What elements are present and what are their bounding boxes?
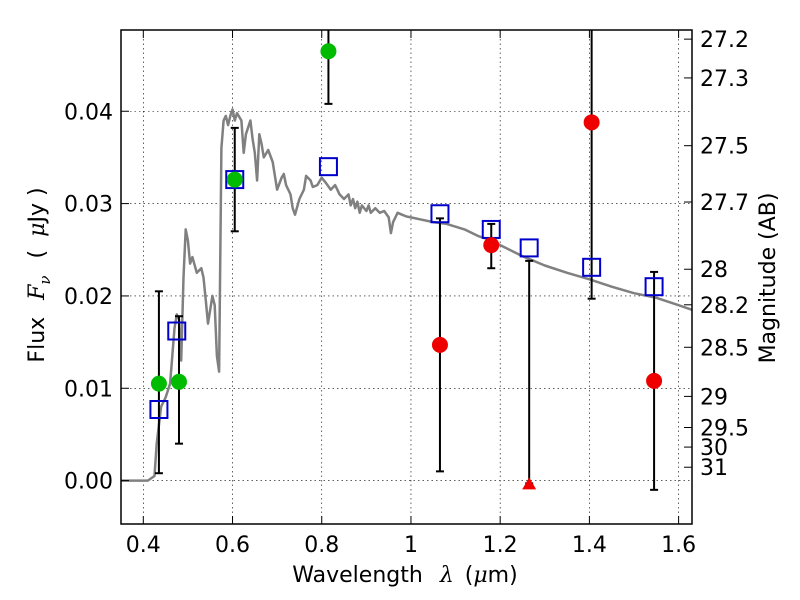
x-tick-label: 0.6	[215, 533, 250, 558]
y-axis-label: Flux Fν ( μJy )	[25, 187, 56, 362]
x-tick-label: 0.4	[126, 533, 161, 558]
mag-tick-label: 27.7	[700, 191, 749, 216]
photometry-circle-marker	[170, 373, 187, 390]
model-square-marker	[225, 170, 245, 190]
axis-ticks: 0.4 0.6 0.8 1 1.2 1.4 1.6 0.00 0.01 0.02 0.03 0.04 2…	[64, 28, 749, 558]
mag-tick-label: 27.3	[700, 67, 749, 92]
y-tick-label: 0.00	[64, 470, 113, 495]
sed-model-curve	[121, 108, 692, 482]
x-tick-label: 0.8	[304, 533, 339, 558]
y-axis-label-subscript: ν	[36, 275, 54, 284]
photometry-circle-marker	[150, 375, 167, 392]
mag-tick-label: 30	[700, 436, 728, 461]
mag-tick-label: 27.5	[700, 135, 749, 160]
photometry-circle-marker	[583, 114, 600, 131]
model-square-marker	[149, 400, 169, 420]
model-square-marker	[430, 204, 450, 224]
x-tick-label: 1.4	[572, 533, 607, 558]
x-axis-label-prefix: Wavelength	[292, 563, 423, 588]
model-square-marker	[167, 321, 187, 341]
plot-frame	[120, 29, 693, 525]
y-tick-label: 0.01	[64, 377, 113, 402]
x-tick-label: 1.6	[661, 533, 696, 558]
upper-limit-triangle-marker	[522, 477, 537, 490]
x-axis-label-paren: (	[465, 563, 474, 588]
y-axis-label-paren: (	[25, 250, 50, 259]
mag-tick-label: 29.5	[700, 417, 749, 442]
model-square-marker	[318, 157, 338, 177]
y-tick-label: 0.04	[64, 100, 113, 125]
x-tick-label: 1.2	[483, 533, 518, 558]
y-axis-label-symbol: F	[25, 284, 50, 301]
photometry-circle-marker	[320, 43, 337, 60]
mag-tick-label: 31	[700, 456, 728, 481]
photometry-circle-marker	[431, 336, 448, 353]
photometry-circle-marker	[226, 171, 243, 188]
x-axis-label-mu: μ	[473, 563, 487, 588]
photometry-circle-marker	[646, 372, 663, 389]
plot-area	[121, 30, 692, 491]
model-square-marker	[519, 238, 539, 258]
x-axis-label-symbol: λ	[439, 563, 454, 588]
mag-tick-label: 27.2	[700, 28, 749, 53]
y-tick-label: 0.03	[64, 193, 113, 218]
photometry-circle-marker	[483, 237, 500, 254]
grid-lines	[121, 30, 692, 524]
magnitude-axis-label: Magnitude (AB)	[756, 193, 781, 364]
x-tick-label: 1	[404, 533, 418, 558]
mag-tick-label: 29	[700, 385, 728, 410]
mag-tick-label: 28	[700, 258, 728, 283]
y-tick-label: 0.02	[64, 285, 113, 310]
model-square-marker	[644, 277, 664, 297]
y-axis-label-mu: μ	[25, 223, 50, 237]
x-axis-label-unit: m)	[488, 563, 518, 588]
y-axis-label-unit: Jy )	[25, 187, 50, 224]
mag-tick-label: 28.5	[700, 336, 749, 361]
model-square-marker	[582, 257, 602, 277]
mag-tick-label: 28.2	[700, 294, 749, 319]
x-axis-label: Wavelength λ (μm)	[292, 563, 517, 588]
y-axis-label-prefix: Flux	[25, 317, 50, 363]
